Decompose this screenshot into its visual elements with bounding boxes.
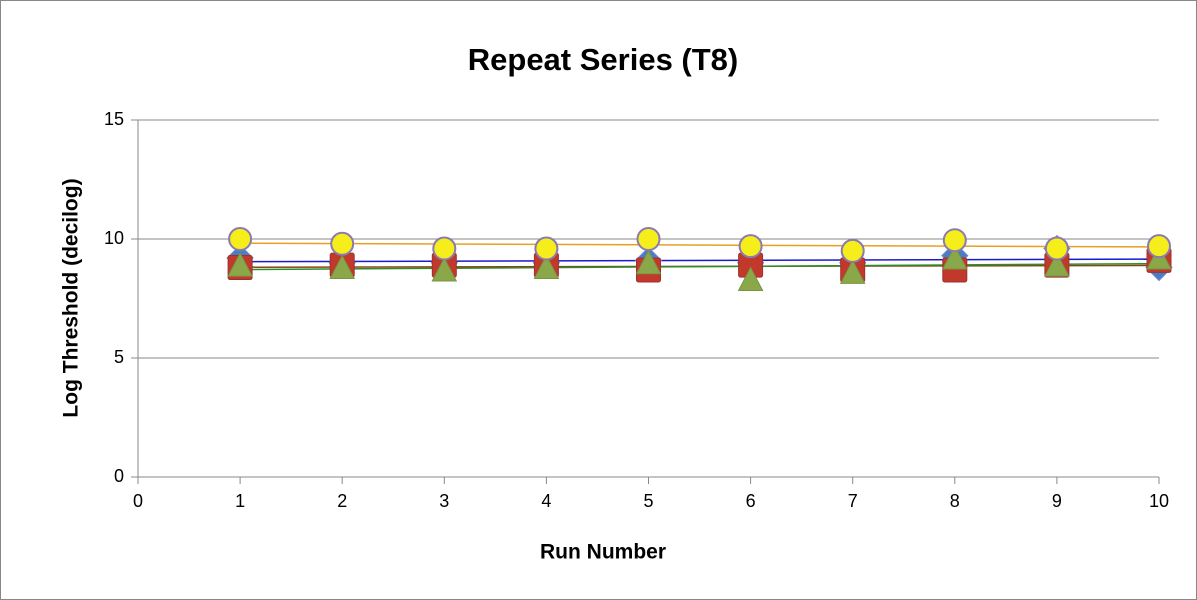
point <box>228 227 253 251</box>
x-axis-label: Run Number <box>540 541 666 564</box>
y-tick-label: 5 <box>114 347 124 367</box>
point <box>227 252 253 277</box>
point <box>738 234 763 259</box>
point <box>636 227 661 251</box>
y-axis-label: Log Threshold (decilog) <box>60 178 83 417</box>
point <box>1044 236 1069 261</box>
y-tick-label: 10 <box>104 228 124 248</box>
point <box>431 256 458 282</box>
point <box>942 228 967 253</box>
point <box>840 238 865 263</box>
x-tick-label: 9 <box>1052 491 1062 511</box>
x-tick-label: 5 <box>643 491 653 511</box>
point <box>1147 234 1171 259</box>
x-tick-label: 2 <box>337 491 347 511</box>
chart-title: Repeat Series (T8) <box>468 42 739 77</box>
x-tick-label: 4 <box>541 491 551 511</box>
point <box>534 236 559 261</box>
point <box>329 254 356 280</box>
point <box>941 244 968 270</box>
x-tick-label: 3 <box>439 491 449 511</box>
x-tick-label: 8 <box>950 491 960 511</box>
x-tick-label: 10 <box>1149 491 1169 511</box>
x-tick-label: 6 <box>746 491 756 511</box>
point <box>839 259 866 284</box>
point <box>432 236 457 261</box>
point <box>635 249 662 275</box>
x-tick-label: 0 <box>133 491 143 511</box>
trend-line <box>240 262 1160 271</box>
plot <box>226 227 1173 291</box>
y-tick-label: 15 <box>104 109 124 129</box>
x-tick-label: 7 <box>848 491 858 511</box>
trend-line <box>240 242 1160 248</box>
point <box>1044 252 1070 277</box>
point <box>330 231 355 256</box>
point <box>737 266 764 291</box>
trend-line <box>240 258 1160 263</box>
y-tick-label: 0 <box>114 466 124 486</box>
x-tick-label: 1 <box>235 491 245 511</box>
point <box>533 254 560 280</box>
